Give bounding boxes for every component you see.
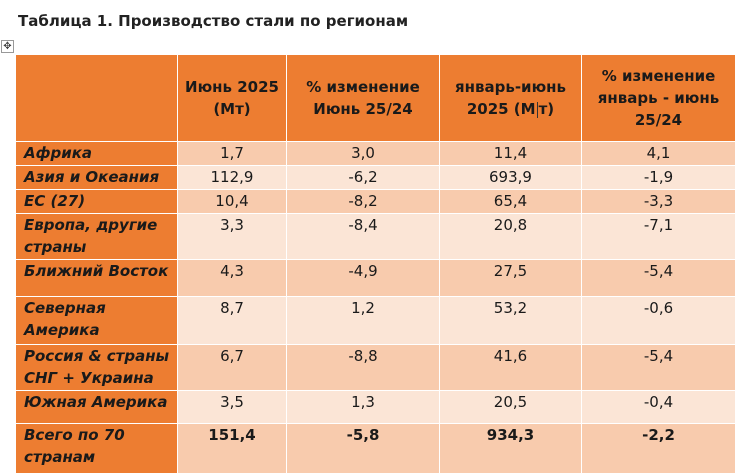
table-total-row: Всего по 70 странам 151,4 -5,8 934,3 -2,… bbox=[15, 423, 736, 474]
june-value: 151,4 bbox=[177, 423, 287, 474]
june-change: -6,2 bbox=[286, 165, 440, 190]
june-value: 3,3 bbox=[177, 213, 287, 260]
region-cell: Всего по 70 странам bbox=[15, 423, 178, 474]
region-cell: Ближний Восток bbox=[15, 259, 178, 297]
table-row: Россия & страны СНГ + Украина 6,7 -8,8 4… bbox=[15, 344, 736, 391]
june-change: 3,0 bbox=[286, 141, 440, 166]
ytd-value: 934,3 bbox=[439, 423, 582, 474]
ytd-value: 27,5 bbox=[439, 259, 582, 297]
june-change: -8,4 bbox=[286, 213, 440, 260]
ytd-change: -3,3 bbox=[581, 189, 736, 214]
header-ytd-2025: январь-июнь 2025 (М т) bbox=[439, 54, 582, 142]
header-region bbox=[15, 54, 178, 142]
ytd-value: 53,2 bbox=[439, 296, 582, 345]
steel-production-table: Июнь 2025 (Мт) % изменение Июнь 25/24 ян… bbox=[15, 54, 736, 474]
ytd-change: -2,2 bbox=[581, 423, 736, 474]
ytd-value: 20,8 bbox=[439, 213, 582, 260]
region-cell: Европа, другие страны bbox=[15, 213, 178, 260]
june-change: -8,8 bbox=[286, 344, 440, 391]
ytd-change: -5,4 bbox=[581, 344, 736, 391]
header-june-2025: Июнь 2025 (Мт) bbox=[177, 54, 287, 142]
header-ytd-change: % изменение январь - июнь 25/24 bbox=[581, 54, 736, 142]
ytd-change: -0,4 bbox=[581, 390, 736, 424]
ytd-value: 20,5 bbox=[439, 390, 582, 424]
ytd-value: 693,9 bbox=[439, 165, 582, 190]
ytd-change: -1,9 bbox=[581, 165, 736, 190]
ytd-value: 65,4 bbox=[439, 189, 582, 214]
june-value: 4,3 bbox=[177, 259, 287, 297]
region-cell: ЕС (27) bbox=[15, 189, 178, 214]
table-row: ЕС (27) 10,4 -8,2 65,4 -3,3 bbox=[15, 189, 736, 214]
june-value: 10,4 bbox=[177, 189, 287, 214]
june-value: 6,7 bbox=[177, 344, 287, 391]
header-june-change: % изменение Июнь 25/24 bbox=[286, 54, 440, 142]
region-cell: Северная Америка bbox=[15, 296, 178, 345]
table-row: Европа, другие страны 3,3 -8,4 20,8 -7,1 bbox=[15, 213, 736, 260]
ytd-change: 4,1 bbox=[581, 141, 736, 166]
table-row: Ближний Восток 4,3 -4,9 27,5 -5,4 bbox=[15, 259, 736, 297]
ytd-value: 41,6 bbox=[439, 344, 582, 391]
table-header-row: Июнь 2025 (Мт) % изменение Июнь 25/24 ян… bbox=[15, 54, 736, 142]
june-change: 1,3 bbox=[286, 390, 440, 424]
ytd-change: -7,1 bbox=[581, 213, 736, 260]
june-value: 8,7 bbox=[177, 296, 287, 345]
table-row: Северная Америка 8,7 1,2 53,2 -0,6 bbox=[15, 296, 736, 345]
text-cursor bbox=[536, 101, 538, 118]
ytd-change: -0,6 bbox=[581, 296, 736, 345]
region-cell: Южная Америка bbox=[15, 390, 178, 424]
table-move-handle-icon[interactable]: ✥ bbox=[1, 40, 14, 53]
ytd-change: -5,4 bbox=[581, 259, 736, 297]
june-value: 1,7 bbox=[177, 141, 287, 166]
june-change: 1,2 bbox=[286, 296, 440, 345]
table-row: Южная Америка 3,5 1,3 20,5 -0,4 bbox=[15, 390, 736, 424]
region-cell: Африка bbox=[15, 141, 178, 166]
table-row: Азия и Океания 112,9 -6,2 693,9 -1,9 bbox=[15, 165, 736, 190]
region-cell: Азия и Океания bbox=[15, 165, 178, 190]
table-row: Африка 1,7 3,0 11,4 4,1 bbox=[15, 141, 736, 166]
june-change: -5,8 bbox=[286, 423, 440, 474]
june-value: 3,5 bbox=[177, 390, 287, 424]
table-caption: Таблица 1. Производство стали по региона… bbox=[18, 12, 409, 30]
june-value: 112,9 bbox=[177, 165, 287, 190]
june-change: -4,9 bbox=[286, 259, 440, 297]
region-cell: Россия & страны СНГ + Украина bbox=[15, 344, 178, 391]
june-change: -8,2 bbox=[286, 189, 440, 214]
ytd-value: 11,4 bbox=[439, 141, 582, 166]
